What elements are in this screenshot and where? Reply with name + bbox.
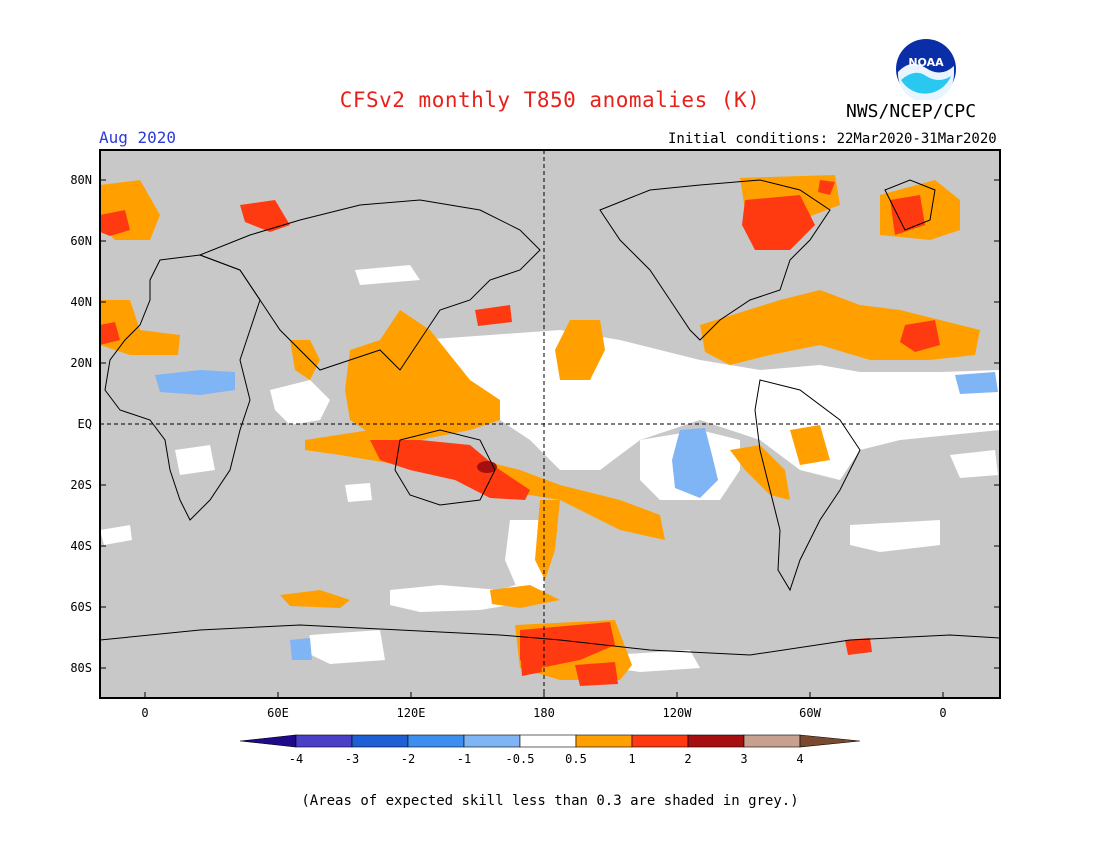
colorbar-label-m2: -2 <box>400 752 416 766</box>
lat-label-eq: EQ <box>77 417 92 431</box>
colorbar-cell-gt-4 <box>799 734 861 748</box>
colorbar-label-m4: -4 <box>288 752 304 766</box>
lon-label-60e: 60E <box>267 706 289 720</box>
lat-label-20n: 20N <box>70 356 92 370</box>
colorbar-label-p1: 1 <box>628 752 636 766</box>
colorbar-cell-2-3 <box>687 734 745 748</box>
colorbar-cell-05-1 <box>575 734 633 748</box>
lat-label-80s: 80S <box>70 661 92 675</box>
continent-outlines <box>99 179 1001 656</box>
lat-label-60n: 60N <box>70 234 92 248</box>
lon-label-180: 180 <box>533 706 555 720</box>
lon-label-120e: 120E <box>396 706 426 720</box>
lon-label-0-east: 0 <box>939 706 947 720</box>
initial-conditions-label: Initial conditions: 22Mar2020-31Mar2020 <box>668 131 997 147</box>
colorbar-label-m3: -3 <box>344 752 360 766</box>
colorbar-cell-4-3 <box>295 734 353 748</box>
colorbar-label-m1: -1 <box>456 752 472 766</box>
colorbar-label-p05: 0.5 <box>565 752 587 766</box>
axis-ticks <box>100 179 1000 698</box>
colorbar-label-p3: 3 <box>740 752 748 766</box>
colorbar-cell-neutral <box>519 734 577 748</box>
cool-anomaly-05-1 <box>155 370 998 660</box>
colorbar-label-p2: 2 <box>684 752 692 766</box>
colorbar-cell-2-1 <box>407 734 465 748</box>
valid-month-label: Aug 2020 <box>99 128 177 147</box>
colorbar-label-m05: -0.5 <box>505 752 535 766</box>
lon-label-120w: 120W <box>662 706 692 720</box>
lat-label-40n: 40N <box>70 295 92 309</box>
noaa-logo: NOAA <box>896 39 956 100</box>
chart-title: CFSv2 monthly T850 anomalies (K) <box>339 88 761 112</box>
skill-footnote: (Areas of expected skill less than 0.3 a… <box>301 793 799 809</box>
lat-label-40s: 40S <box>70 539 92 553</box>
lat-label-20s: 20S <box>70 478 92 492</box>
agency-label: NWS/NCEP/CPC <box>846 101 977 122</box>
colorbar <box>239 734 861 748</box>
lat-label-60s: 60S <box>70 600 92 614</box>
colorbar-label-p4: 4 <box>796 752 804 766</box>
lon-label-0-west: 0 <box>141 706 149 720</box>
logo-text: NOAA <box>908 56 944 69</box>
colorbar-cell-lt-4 <box>239 734 297 748</box>
colorbar-cell-3-2 <box>351 734 409 748</box>
lon-label-60w: 60W <box>799 706 821 720</box>
colorbar-cell-1-2 <box>631 734 689 748</box>
colorbar-cell-3-4 <box>743 734 801 748</box>
lat-label-80n: 80N <box>70 173 92 187</box>
map-frame <box>99 149 1001 699</box>
colorbar-cell-1-05 <box>463 734 521 748</box>
